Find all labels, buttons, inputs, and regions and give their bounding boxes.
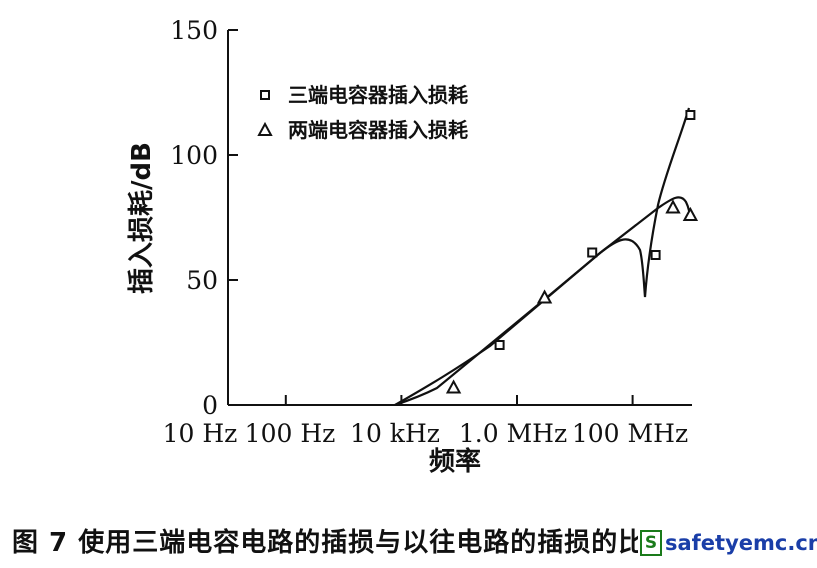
data-point-triangle	[445, 379, 462, 394]
x-tick-label: 1.0 MHz	[459, 419, 567, 448]
data-point-triangle	[682, 206, 699, 221]
markers	[445, 110, 699, 394]
curve-three-terminal	[394, 107, 691, 406]
y-axis-title: 插入损耗/dB	[127, 142, 157, 294]
watermark-text: safetyemc.cn	[665, 531, 817, 555]
x-tick-label: 10 Hz	[163, 419, 238, 448]
data-point-square	[494, 340, 505, 350]
data-point-square	[260, 90, 270, 100]
y-tick-label: 50	[186, 266, 218, 295]
data-point-triangle	[536, 289, 553, 304]
legend-label: 两端电容器插入损耗	[288, 118, 468, 142]
figure-caption: 图 7 使用三端电容电路的插损与以往电路的插损的比较	[12, 528, 673, 558]
x-tick-label: 100 Hz	[245, 419, 336, 448]
legend-label: 三端电容器插入损耗	[288, 83, 468, 107]
insertion-loss-chart: 0 50 100 150 10 Hz 100 Hz 10 kHz 1.0 MHz 100 MH…	[127, 16, 699, 477]
x-ticks: 10 Hz 100 Hz 10 kHz 1.0 MHz 100 MHz	[163, 395, 688, 448]
x-axis-title: 频率	[429, 446, 481, 477]
y-ticks: 0 50 100 150	[170, 16, 238, 420]
watermark: S safetyemc.cn	[638, 528, 817, 558]
watermark-logo-icon: S	[640, 530, 662, 556]
x-tick-label: 100 MHz	[572, 419, 688, 448]
y-tick-label: 100	[170, 141, 218, 170]
data-point-square	[650, 250, 661, 260]
y-tick-label: 150	[170, 16, 218, 45]
curves	[394, 107, 692, 407]
data-point-square	[587, 247, 598, 258]
y-tick-label: 0	[202, 391, 218, 420]
data-point-square	[685, 110, 696, 120]
data-point-triangle	[257, 121, 273, 136]
x-tick-label: 10 kHz	[350, 419, 440, 448]
data-point-triangle	[665, 199, 681, 214]
axes	[227, 30, 692, 406]
